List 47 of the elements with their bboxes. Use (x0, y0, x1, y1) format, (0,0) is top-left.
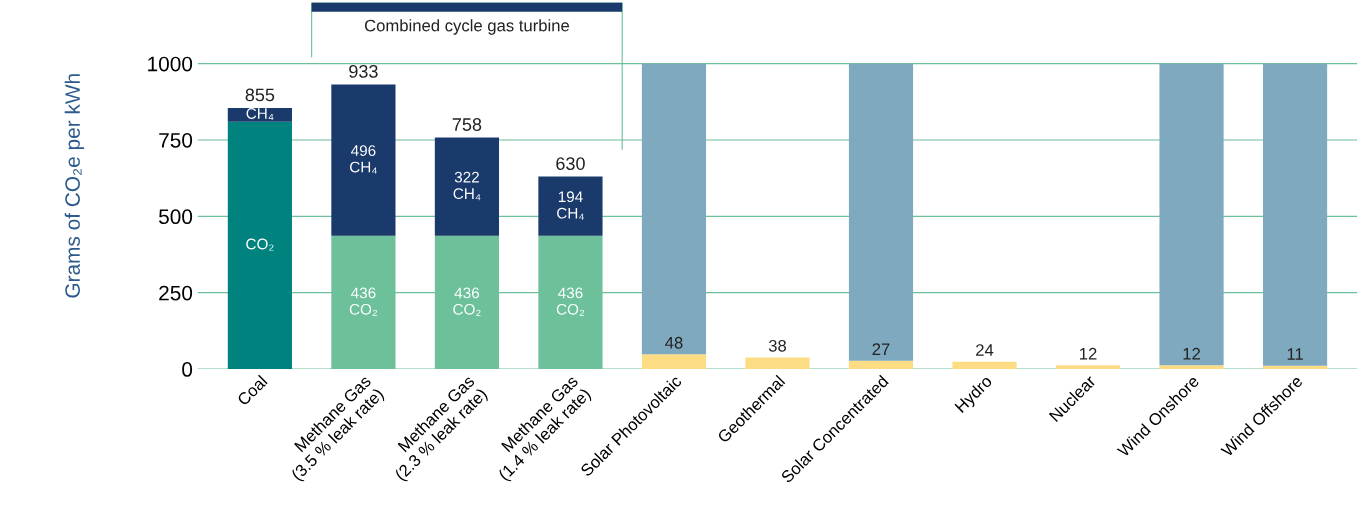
annotation: Combined cycle gas turbine (364, 19, 570, 35)
bar (1055, 365, 1121, 370)
data-label: 27 (872, 343, 890, 355)
data-label: 322 (454, 171, 479, 183)
data-label: 12 (1183, 347, 1200, 360)
total-label: 855 (245, 88, 275, 102)
bar (434, 137, 500, 236)
data-label: 24 (976, 344, 994, 356)
y-tick-label: 1000 (148, 56, 193, 72)
text: CH₄ (557, 207, 585, 220)
bar (745, 357, 810, 370)
bar (1159, 63, 1224, 366)
series-label: CO₂ (556, 303, 585, 316)
series-label: CH₄ (246, 108, 274, 121)
data-label: 12 (1080, 347, 1097, 360)
bar (331, 84, 396, 236)
text: CO₂ (349, 303, 378, 316)
y-tick-label: 750 (159, 132, 193, 148)
total-label: 630 (556, 157, 585, 170)
y-tick-label: 0 (182, 362, 193, 377)
bar (1262, 63, 1328, 366)
data-label: 436 (351, 287, 376, 299)
bar (848, 63, 914, 361)
y-tick-label: 500 (159, 209, 193, 225)
data-label: 11 (1287, 348, 1303, 360)
total-label: 758 (452, 118, 482, 131)
data-label: 436 (558, 287, 583, 299)
data-label: 436 (454, 287, 479, 299)
bar (538, 176, 603, 236)
bar (952, 361, 1017, 370)
data-label: 194 (558, 191, 583, 203)
text: CH₄ (453, 188, 481, 201)
y-axis-title: Grams of CO₂e per kWh (64, 74, 85, 298)
bar (848, 360, 914, 370)
text: CH₄ (350, 161, 377, 174)
bar (641, 354, 707, 370)
y-tick-label: 250 (159, 285, 193, 301)
bar (1159, 365, 1224, 370)
bar (641, 63, 707, 355)
data-label: 38 (768, 339, 787, 352)
text: CO₂ (246, 238, 274, 251)
bar (227, 107, 292, 122)
data-label: 48 (665, 336, 683, 349)
data-label: 496 (351, 145, 376, 156)
total-label: 933 (349, 64, 378, 78)
text: CO₂ (453, 303, 481, 316)
bar (227, 121, 292, 370)
